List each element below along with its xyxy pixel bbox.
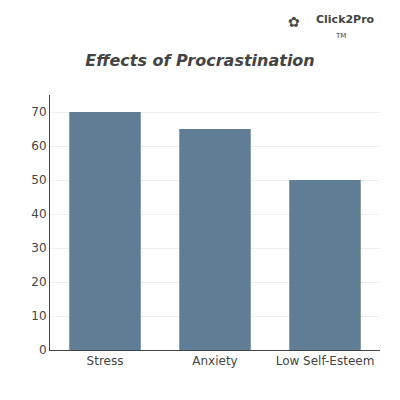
svg-text:10: 10	[31, 309, 46, 323]
svg-text:60: 60	[31, 139, 46, 153]
svg-text:Effects of Procrastination: Effects of Procrastination	[85, 51, 315, 70]
svg-text:30: 30	[31, 241, 46, 255]
svg-text:20: 20	[31, 275, 46, 289]
svg-text:Low Self-Esteem: Low Self-Esteem	[276, 354, 375, 368]
svg-text:Anxiety: Anxiety	[192, 354, 237, 368]
svg-text:50: 50	[31, 173, 46, 187]
svg-text:✿: ✿	[288, 14, 300, 30]
svg-text:Stress: Stress	[87, 354, 124, 368]
svg-text:40: 40	[31, 207, 46, 221]
svg-text:TM: TM	[335, 32, 346, 40]
svg-text:0: 0	[39, 343, 47, 357]
svg-text:70: 70	[31, 105, 46, 119]
svg-text:Click2Pro: Click2Pro	[316, 13, 375, 26]
